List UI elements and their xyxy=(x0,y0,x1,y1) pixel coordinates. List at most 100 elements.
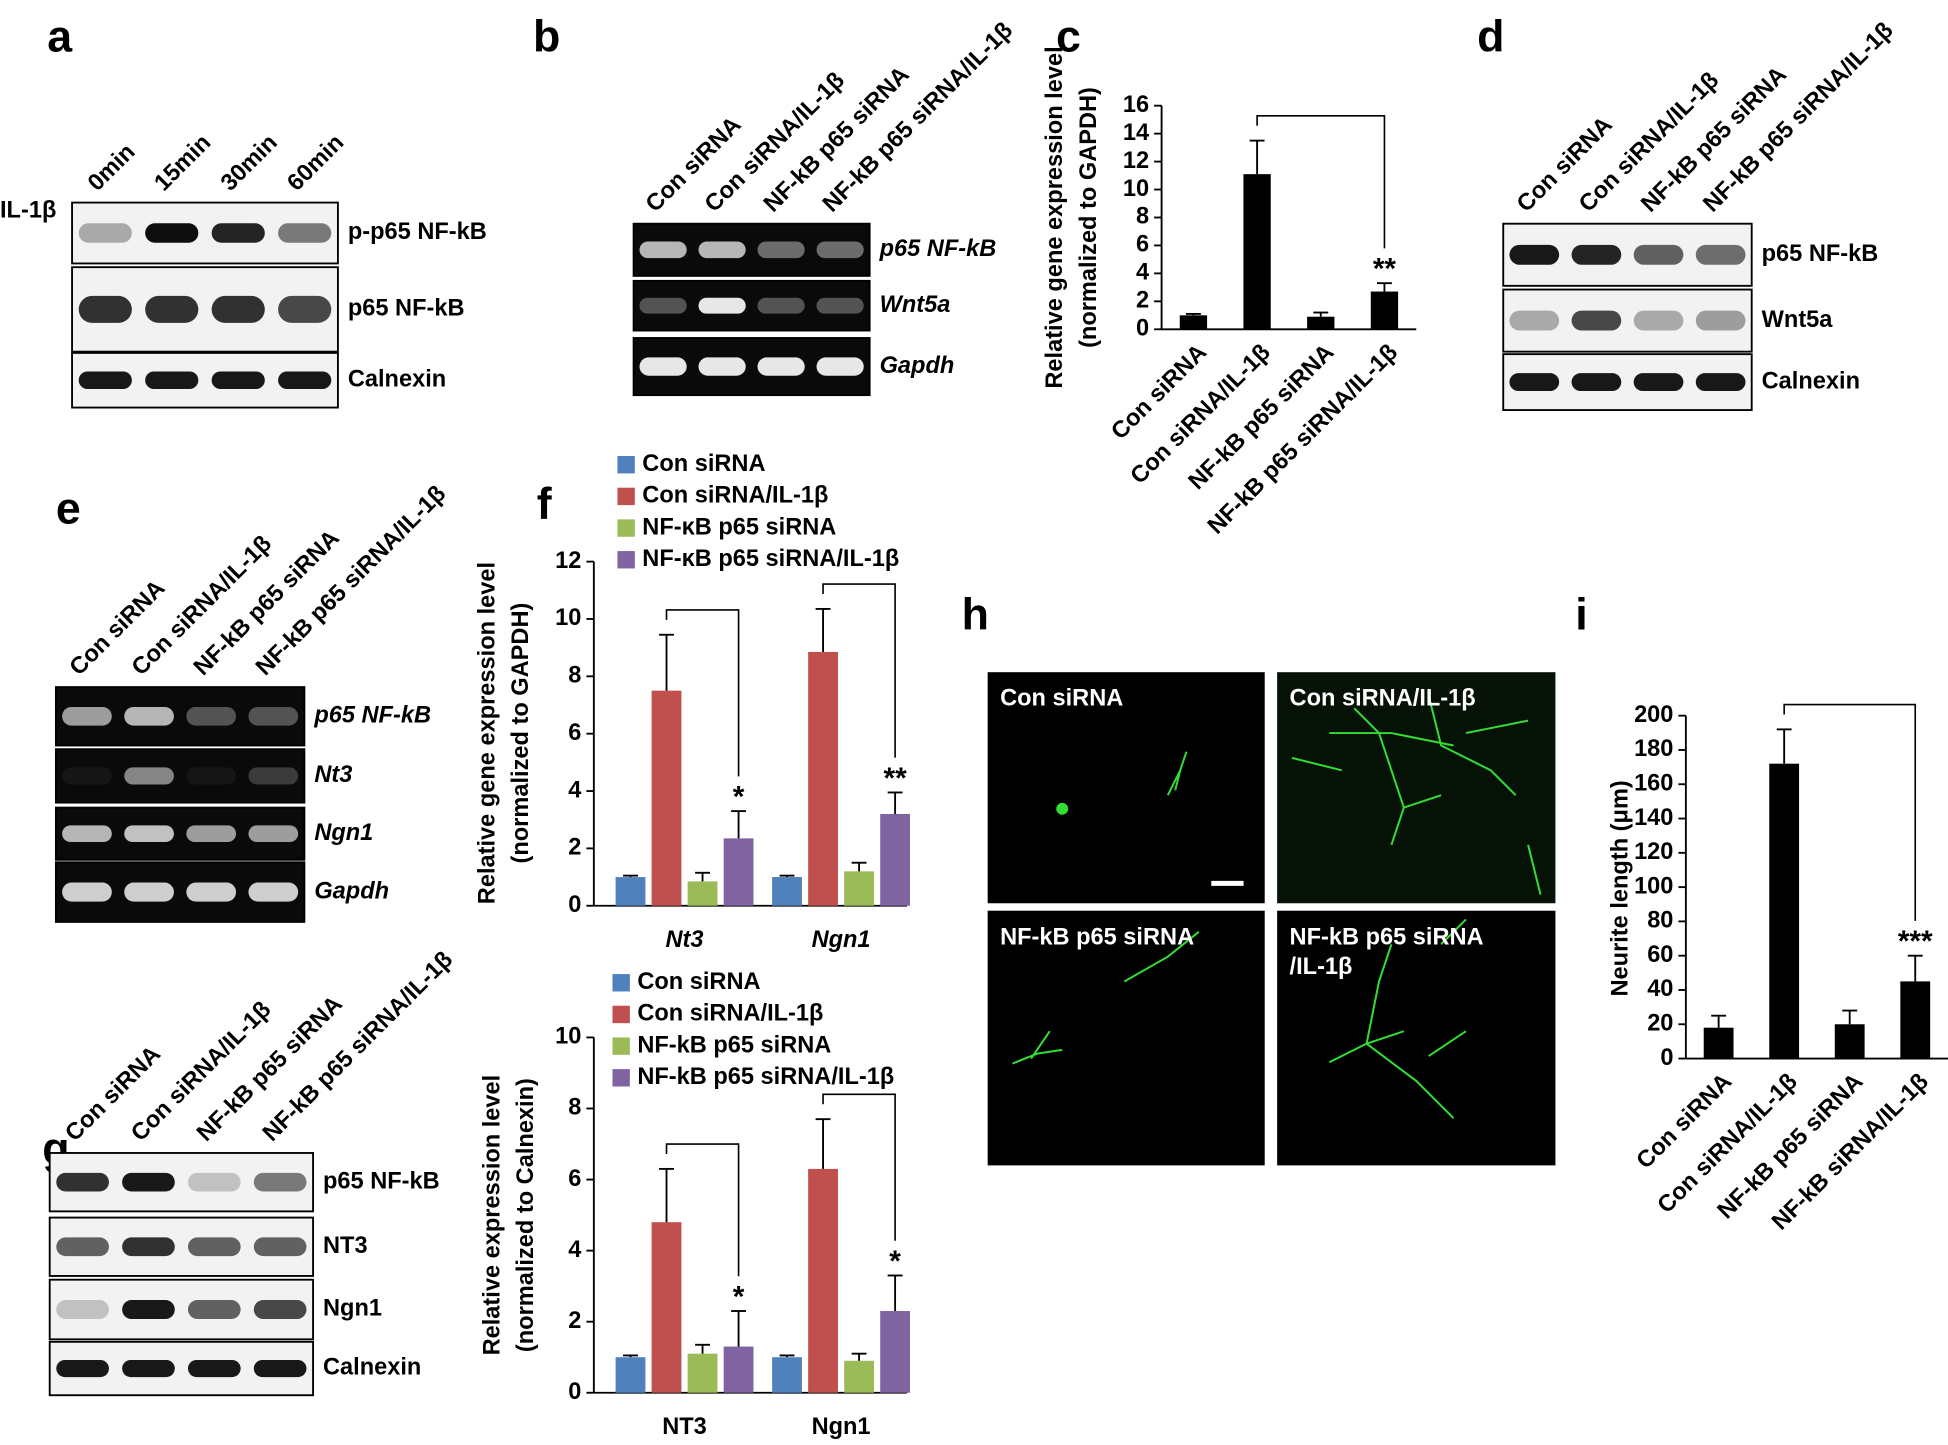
row-label: Calnexin xyxy=(1762,368,1860,394)
band xyxy=(1633,310,1684,331)
row-label: Gapdh xyxy=(880,353,955,379)
legend-label: NF-κB p65 siRNA/IL-1β xyxy=(642,546,899,572)
y-tick-label: 80 xyxy=(1647,908,1673,934)
significance: *** xyxy=(1898,925,1933,958)
x-tick-label: Ngn1 xyxy=(812,927,871,953)
band xyxy=(816,297,864,314)
bar xyxy=(880,1311,911,1393)
bar xyxy=(1243,174,1271,330)
band xyxy=(816,241,864,259)
bar xyxy=(844,871,874,906)
bar xyxy=(1834,1024,1865,1059)
band xyxy=(1633,373,1684,392)
legend-swatch xyxy=(617,519,635,537)
band xyxy=(1695,373,1746,392)
y-tick-label: 60 xyxy=(1647,942,1673,968)
y-tick-label: 4 xyxy=(1136,260,1149,286)
y-axis-label: Relative expression level xyxy=(479,1075,505,1356)
band xyxy=(56,1237,109,1257)
legend-label: Con siRNA xyxy=(637,969,760,995)
band xyxy=(122,1359,175,1378)
band xyxy=(248,825,299,843)
blot-row xyxy=(632,279,871,332)
band xyxy=(1633,244,1684,265)
band xyxy=(187,1299,241,1320)
bar xyxy=(687,1353,718,1393)
band xyxy=(187,1359,241,1378)
row-label: NT3 xyxy=(323,1233,368,1259)
significance: * xyxy=(733,781,745,814)
micrographs xyxy=(987,672,1556,1166)
band xyxy=(187,1172,241,1192)
row-label: p65 NF-kB xyxy=(348,296,465,322)
legend-swatch xyxy=(612,1069,630,1087)
row-label: p65 NF-kB xyxy=(313,703,431,729)
bar xyxy=(808,651,838,906)
band xyxy=(698,357,746,376)
legend-swatch xyxy=(617,551,635,569)
band xyxy=(278,295,332,323)
y-tick-label: 6 xyxy=(568,1166,581,1192)
band xyxy=(253,1172,307,1192)
legend-swatch xyxy=(612,974,630,992)
y-tick-label: 4 xyxy=(568,777,581,803)
band xyxy=(186,706,237,726)
lane-label: 30min xyxy=(216,130,283,197)
y-axis-label: (normalized to GAPDH) xyxy=(1076,87,1102,348)
legend-label: NF-κB p65 siRNA xyxy=(642,514,836,540)
band xyxy=(187,1237,241,1257)
y-tick-label: 2 xyxy=(1136,288,1149,314)
legend-swatch xyxy=(612,1037,630,1055)
row-label: p-p65 NF-kB xyxy=(348,219,487,245)
lane-label: 60min xyxy=(283,130,350,197)
row-label: Calnexin xyxy=(348,366,446,392)
band xyxy=(816,357,864,376)
y-tick-label: 4 xyxy=(568,1237,581,1263)
y-axis-label: (normalized to Calnexin) xyxy=(513,1078,539,1352)
bar xyxy=(844,1360,874,1393)
band xyxy=(145,223,199,243)
band xyxy=(145,371,199,389)
band xyxy=(78,223,132,243)
y-tick-label: 14 xyxy=(1123,120,1149,146)
bar xyxy=(772,877,802,906)
bar xyxy=(615,877,646,906)
legend-label: Con siRNA xyxy=(642,451,765,477)
band xyxy=(1571,373,1622,392)
band xyxy=(248,882,299,902)
y-tick-label: 20 xyxy=(1647,1011,1673,1037)
band xyxy=(278,223,332,243)
legend-swatch xyxy=(617,456,635,474)
y-tick-label: 12 xyxy=(555,548,581,574)
band xyxy=(757,241,805,259)
y-tick-label: 2 xyxy=(568,1308,581,1334)
y-tick-label: 8 xyxy=(568,1095,581,1121)
band xyxy=(248,706,299,726)
band xyxy=(211,371,265,389)
band xyxy=(639,297,687,314)
y-tick-label: 160 xyxy=(1634,770,1673,796)
row-label: Ngn1 xyxy=(323,1296,382,1322)
bar xyxy=(1370,291,1399,330)
band xyxy=(1509,373,1560,392)
band xyxy=(145,295,199,323)
bar xyxy=(772,1357,802,1393)
y-tick-label: 0 xyxy=(568,892,581,918)
blot-row xyxy=(54,748,306,804)
row-label: Nt3 xyxy=(314,762,352,788)
x-tick-label: NT3 xyxy=(662,1414,707,1440)
y-tick-label: 6 xyxy=(568,720,581,746)
band xyxy=(639,241,687,259)
band xyxy=(278,371,332,389)
bracket xyxy=(665,1143,740,1277)
y-tick-label: 10 xyxy=(555,1024,581,1050)
image-label: NF-kB p65 siRNA xyxy=(1000,924,1194,950)
blot-row xyxy=(1502,288,1753,353)
bar xyxy=(723,1346,754,1393)
bar xyxy=(808,1168,838,1393)
legend-label: NF-kB p65 siRNA/IL-1β xyxy=(637,1064,894,1090)
treatment-label: IL-1β xyxy=(0,198,56,224)
micrograph xyxy=(987,910,1265,1166)
y-tick-label: 100 xyxy=(1634,873,1673,899)
